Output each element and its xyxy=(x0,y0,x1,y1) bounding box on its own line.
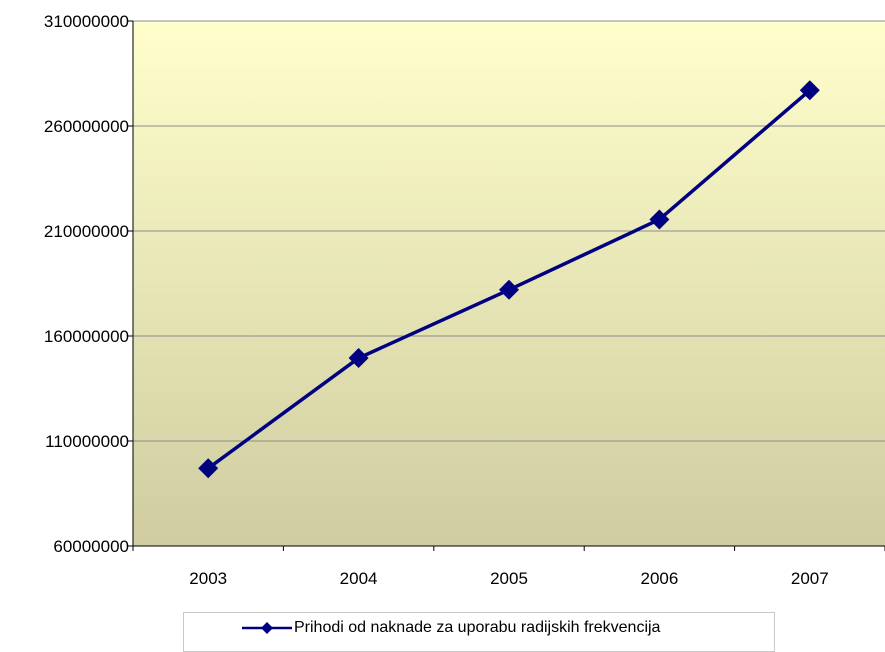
y-tick-label: 210000000 xyxy=(44,222,129,241)
gridlines xyxy=(133,20,885,442)
y-tick-label: 110000000 xyxy=(45,432,129,451)
data-point-marker xyxy=(799,80,820,101)
series-layer xyxy=(198,80,820,479)
x-tick-label: 2006 xyxy=(640,569,678,588)
legend: Prihodi od naknade za uporabu radijskih … xyxy=(183,612,775,652)
x-tick-label: 2007 xyxy=(791,569,829,588)
data-point-marker xyxy=(198,458,219,479)
x-tick-label: 2005 xyxy=(490,569,528,588)
x-tick-label: 2004 xyxy=(340,569,378,588)
y-axis-ticks: 60000000 110000000 160000000 210000000 26000… xyxy=(44,12,133,556)
data-point-marker xyxy=(499,279,519,300)
legend-line-marker-icon xyxy=(242,622,292,634)
data-point-marker xyxy=(649,209,670,230)
axes xyxy=(132,21,885,547)
x-axis-ticks: 2003 2004 2005 2006 2007 xyxy=(132,546,885,588)
y-tick-label: 310000000 xyxy=(44,12,129,31)
y-tick-label: 60000000 xyxy=(53,537,129,556)
legend-item: Prihodi od naknade za uporabu radijskih … xyxy=(242,619,660,637)
legend-label: Prihodi od naknade za uporabu radijskih … xyxy=(294,619,661,636)
y-tick-label: 260000000 xyxy=(44,117,129,136)
data-point-marker xyxy=(348,348,369,369)
x-tick-label: 2003 xyxy=(189,569,227,588)
y-tick-label: 160000000 xyxy=(44,327,129,346)
